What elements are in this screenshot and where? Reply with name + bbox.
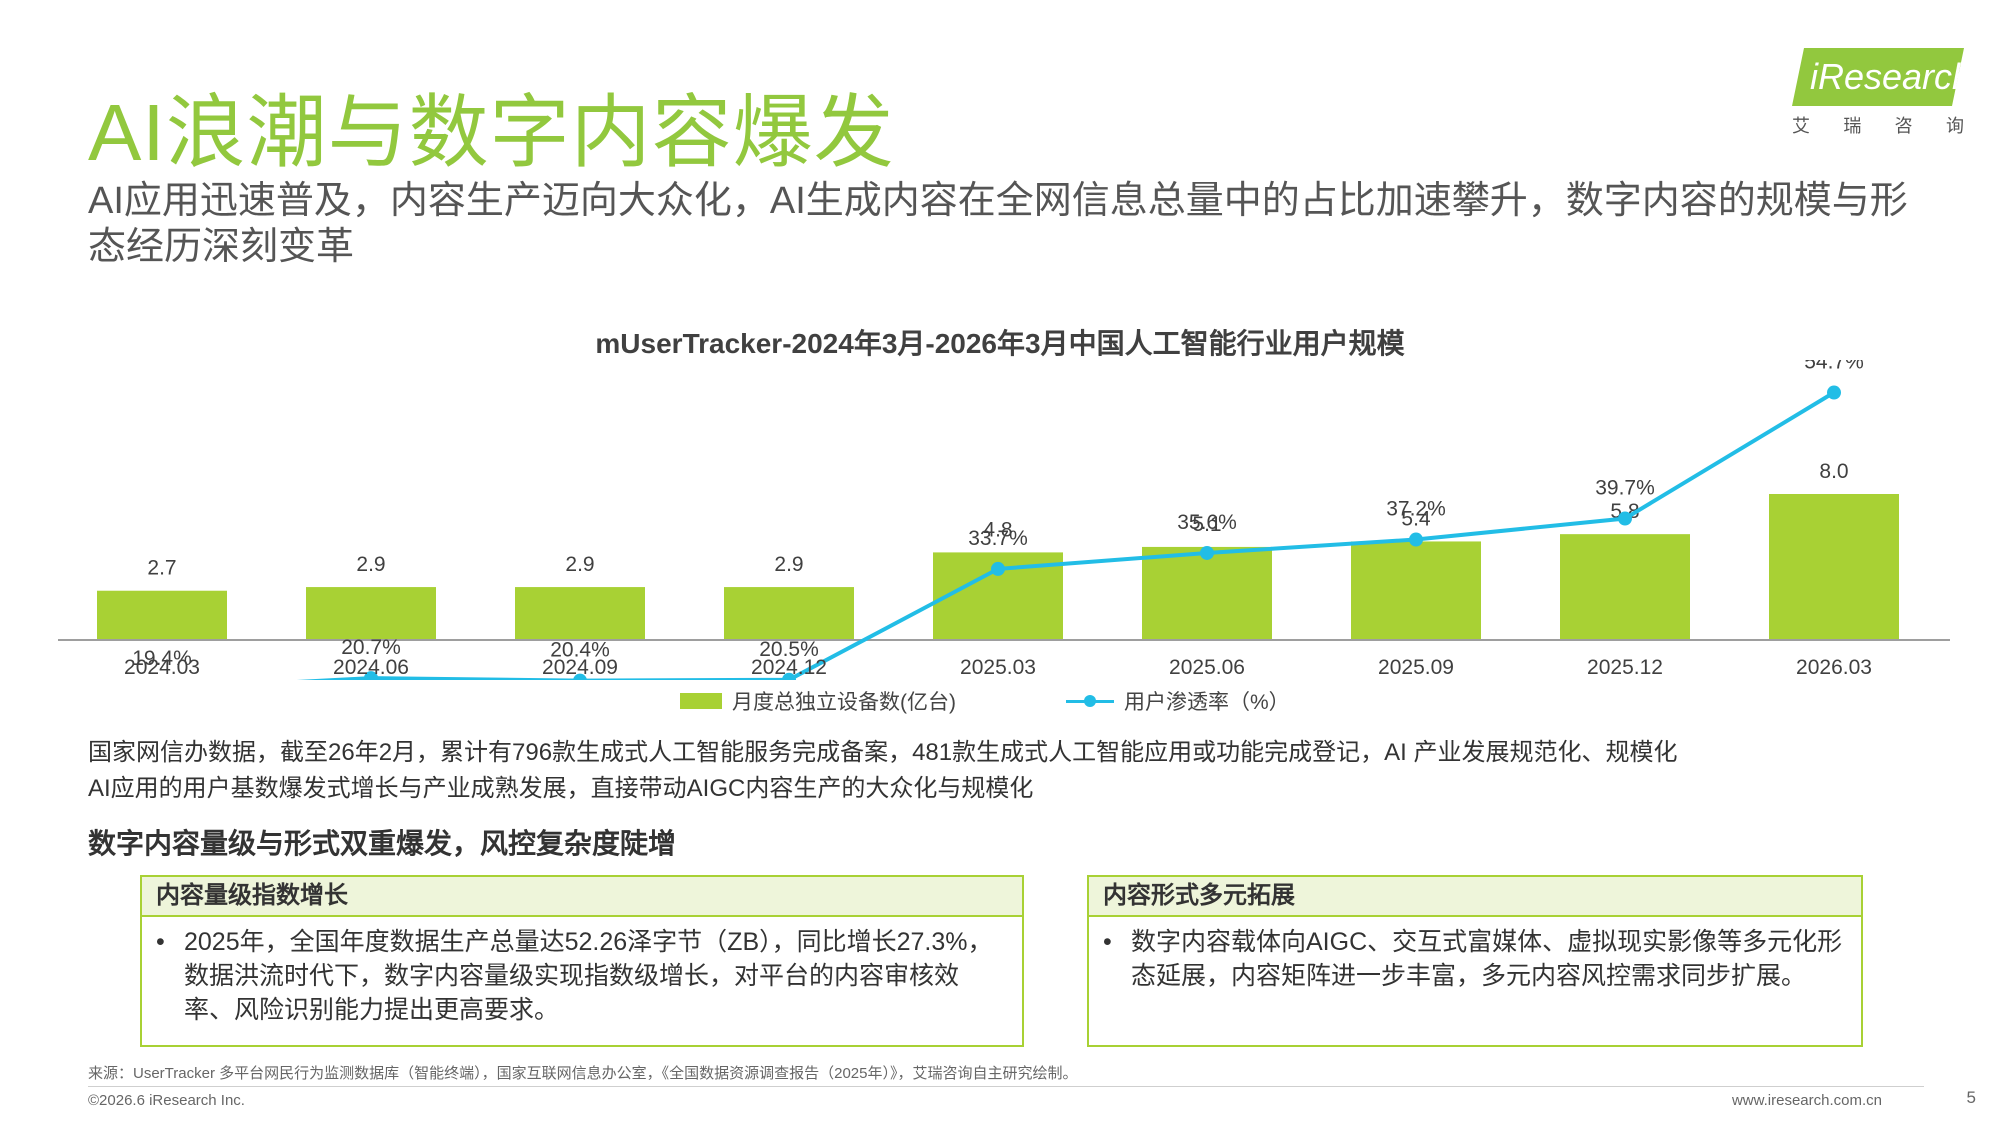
page-number: 5	[1966, 1088, 1976, 1107]
line-value-label: 20.4%	[550, 639, 610, 662]
bar	[724, 587, 854, 640]
logo-cn-text: 艾 瑞 咨 询	[1792, 112, 1964, 138]
line-point	[991, 561, 1005, 576]
bar	[306, 587, 436, 640]
line-value-label: 19.4%	[132, 647, 192, 670]
content-form-box: 内容形式多元拓展 • 数字内容载体向AIGC、交互式富媒体、虚拟现实影像等多元化…	[1087, 875, 1863, 1047]
chart-title: mUserTracker-2024年3月-2026年3月中国人工智能行业用户规模	[595, 328, 1405, 359]
x-tick-label: 2025.06	[1169, 656, 1245, 679]
box-body: • 数字内容载体向AIGC、交互式富媒体、虚拟现实影像等多元化形态延展，内容矩阵…	[1089, 917, 1861, 1001]
box-text: 2025年，全国年度数据生产总量达52.26泽字节（ZB），同比增长27.3%，…	[184, 928, 993, 1024]
x-tick-label: 2024.06	[333, 656, 409, 679]
x-tick-label: 2025.09	[1378, 656, 1454, 679]
line-point	[1200, 545, 1214, 560]
logo-badge	[1792, 48, 1964, 106]
bar	[515, 587, 645, 640]
logo-cn-char: 艾	[1792, 116, 1810, 136]
bar-value-label: 2.9	[356, 553, 385, 576]
box-title: 内容形式多元拓展	[1089, 877, 1861, 917]
line-point	[364, 671, 378, 680]
chart-legend: 月度总独立设备数(亿台) 用户渗透率（%）	[680, 686, 1290, 716]
note-line-1: 国家网信办数据，截至26年2月，累计有796款生成式人工智能服务完成备案，481…	[88, 739, 1678, 766]
line-value-label: 54.7%	[1804, 360, 1864, 374]
bar-value-label: 8.0	[1819, 460, 1848, 483]
note-line-2: AI应用的用户基数爆发式增长与产业成熟发展，直接带动AIGC内容生产的大众化与规…	[88, 775, 1034, 802]
bar-value-label: 4.8	[983, 518, 1012, 541]
section-title: 数字内容量级与形式双重爆发，风控复杂度陡增	[88, 828, 677, 859]
legend-line-label: 用户渗透率（%）	[1124, 691, 1290, 714]
line-point	[1618, 511, 1632, 526]
bar	[1560, 534, 1690, 640]
bar-value-label: 5.1	[1192, 513, 1221, 536]
line-point	[1827, 385, 1841, 400]
logo-cn-char: 询	[1945, 116, 1964, 136]
x-tick-label: 2025.03	[960, 656, 1036, 679]
legend-bar-label: 月度总独立设备数(亿台)	[732, 691, 956, 714]
box-title: 内容量级指数增长	[142, 877, 1022, 917]
bar-value-label: 5.4	[1401, 507, 1431, 530]
copyright: ©2026.6 iResearch Inc.	[88, 1092, 245, 1109]
bar	[1142, 546, 1272, 640]
x-tick-label: 2026.03	[1796, 656, 1872, 679]
line-value-label: 35.6%	[1177, 511, 1237, 534]
box-body: • 2025年，全国年度数据生产总量达52.26泽字节（ZB），同比增长27.3…	[142, 917, 1022, 1035]
line-point	[573, 673, 587, 680]
logo-text: iResearch	[1810, 56, 1973, 97]
iresearch-logo: iResearch 艾 瑞 咨 询	[1792, 48, 1972, 136]
bullet-icon: •	[156, 928, 165, 956]
x-tick-labels: 2024.03 2024.06 2024.09 2024.12 2025.03 2025.…	[124, 656, 1872, 679]
content-volume-box: 内容量级指数增长 • 2025年，全国年度数据生产总量达52.26泽字节（ZB）…	[140, 875, 1024, 1047]
penetration-points	[364, 385, 1841, 680]
bar-value-label: 2.9	[565, 553, 594, 576]
x-tick-label: 2024.03	[124, 656, 200, 679]
line-value-label: 20.5%	[759, 638, 819, 661]
line-value-label: 37.2%	[1386, 498, 1446, 521]
bar-value-label: 2.9	[774, 553, 803, 576]
bar-series	[97, 494, 1899, 640]
line-point	[782, 672, 796, 680]
bullet-icon: •	[1103, 928, 1112, 956]
box-text: 数字内容载体向AIGC、交互式富媒体、虚拟现实影像等多元化形态延展，内容矩阵进一…	[1131, 928, 1843, 990]
user-scale-chart: 2.72.92.92.94.85.15.45.88.0 19.4%20.7%20…	[58, 360, 1950, 680]
line-value-label: 33.7%	[968, 527, 1028, 550]
bar	[1351, 541, 1481, 640]
line-value-label: 20.7%	[341, 636, 401, 659]
website-link[interactable]: www.iresearch.com.cn	[1731, 1092, 1882, 1109]
legend-bar-swatch	[680, 693, 722, 709]
bar	[1769, 494, 1899, 640]
logo-cn-char: 瑞	[1843, 116, 1862, 136]
bar-value-labels: 2.72.92.92.94.85.15.45.88.0	[147, 460, 1848, 580]
line-point	[1409, 532, 1423, 547]
footer-divider	[88, 1086, 1924, 1087]
source-note: 来源：UserTracker 多平台网民行为监测数据库（智能终端），国家互联网信…	[88, 1065, 1078, 1082]
bar-value-label: 2.7	[147, 557, 176, 580]
penetration-labels: 19.4% 20.7% 20.4% 20.5% 33.7% 35.6% 37.2% 39.7%…	[132, 360, 1864, 670]
logo-cn-char: 咨	[1894, 116, 1913, 136]
line-value-label: 39.7%	[1595, 477, 1655, 500]
bar	[97, 590, 227, 640]
x-tick-label: 2024.09	[542, 656, 618, 679]
legend-line-swatch	[1066, 691, 1114, 711]
x-tick-label: 2024.12	[751, 656, 827, 679]
x-tick-label: 2025.12	[1587, 656, 1663, 679]
page-subtitle: AI应用迅速普及，内容生产迈向大众化，AI生成内容在全网信息总量中的占比加速攀升…	[88, 180, 1908, 268]
page-title: AI浪潮与数字内容爆发	[88, 88, 895, 177]
